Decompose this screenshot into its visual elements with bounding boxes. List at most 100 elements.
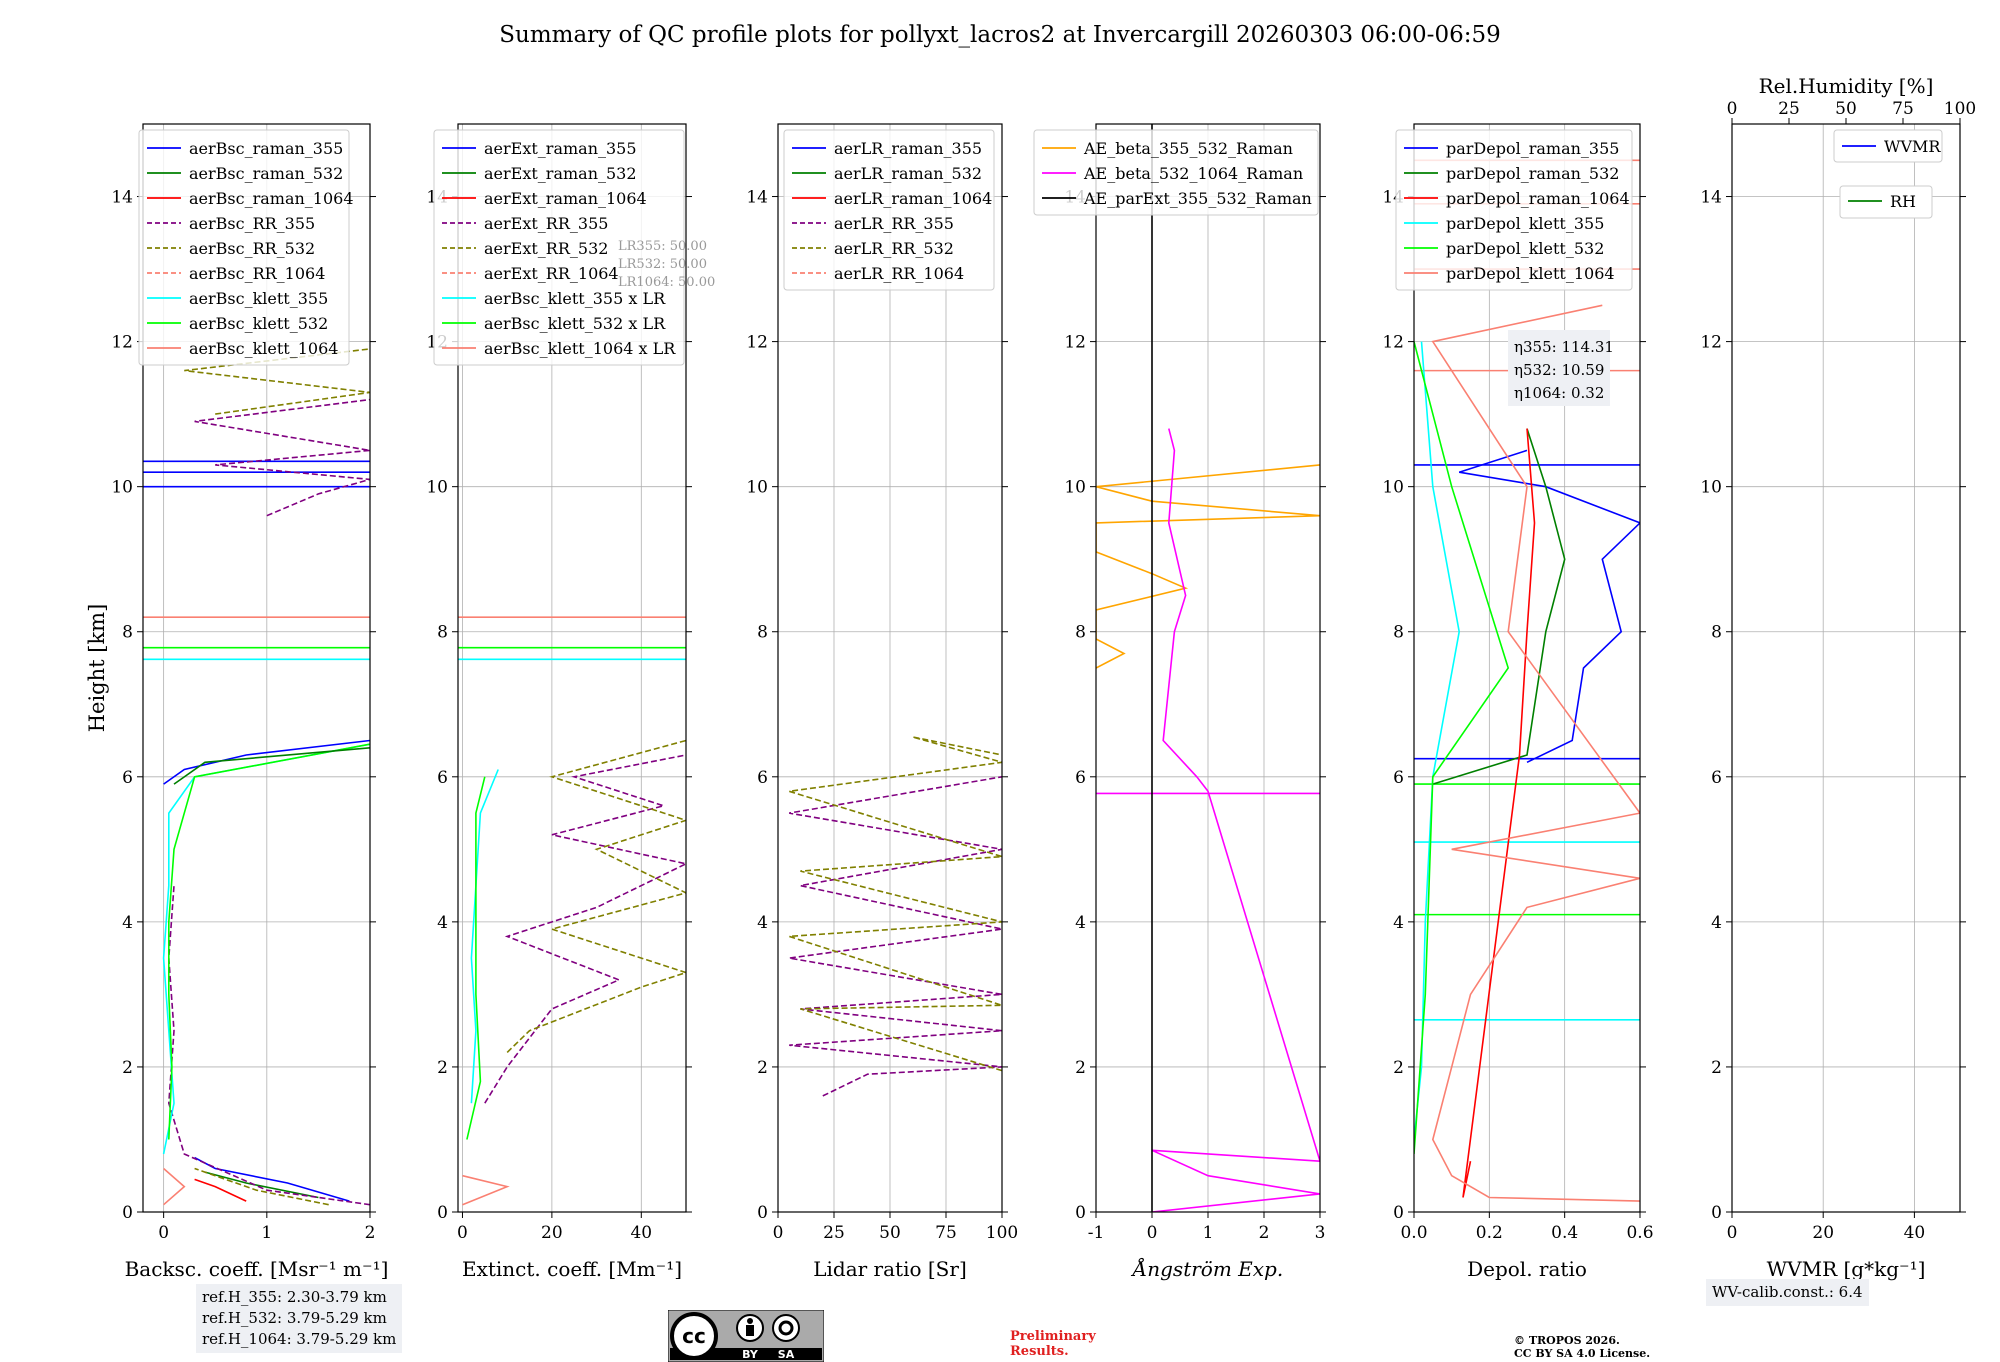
- series-aerBsc_klett_1064 x LR: [462, 1174, 510, 1206]
- y-tick-label: 6: [757, 768, 768, 788]
- y-tick-label: 10: [746, 478, 768, 498]
- x-tick-label: 50: [879, 1223, 901, 1243]
- plot-area-depol: [1414, 159, 1640, 1202]
- reference-height-box: ref.H_355: 2.30-3.79 km ref.H_532: 3.79-…: [196, 1284, 403, 1353]
- x-tick-label: 0: [158, 1223, 169, 1243]
- legend-entry: parDepol_klett_1064: [1446, 264, 1615, 283]
- y-tick-label: 10: [426, 478, 448, 498]
- legend-entry: aerBsc_klett_1064: [189, 339, 338, 358]
- legend-entry: aerLR_RR_355: [834, 214, 954, 233]
- axes-frame: [1413, 123, 1641, 1213]
- y-tick-label: 10: [111, 478, 133, 498]
- x-tick-label: 0: [457, 1223, 468, 1243]
- y-tick-label: 4: [437, 913, 448, 933]
- y-tick-label: 2: [1711, 1058, 1722, 1078]
- y-tick-label: 0: [1711, 1203, 1722, 1223]
- series-parDepol_raman_1064: [1462, 428, 1536, 1198]
- y-tick-label: 10: [1700, 478, 1722, 498]
- y-tick-label: 2: [122, 1058, 133, 1078]
- y-tick-label: 2: [757, 1058, 768, 1078]
- y-tick-label: 14: [746, 188, 768, 208]
- series-AE_beta_355_532_Raman: [1096, 464, 1320, 669]
- lr-label: LR532: 50.00: [618, 257, 707, 272]
- legend-entry: aerBsc_klett_532 x LR: [484, 314, 666, 333]
- top-tick-label: 0: [1727, 99, 1738, 119]
- x-tick-label: -1: [1088, 1223, 1105, 1243]
- y-tick-label: 6: [1075, 768, 1086, 788]
- top-tick-label: 50: [1835, 99, 1857, 119]
- legend-entry: aerExt_raman_355: [484, 139, 637, 158]
- y-tick-label: 2: [437, 1058, 448, 1078]
- y-tick-label: 4: [1393, 913, 1404, 933]
- x-axis-label: Ångström Exp.: [1131, 1256, 1283, 1281]
- legend-box: [783, 129, 995, 291]
- wv-calib-box: WV-calib.const.: 6.4: [1706, 1279, 1869, 1306]
- legend-entry: aerLR_RR_1064: [834, 264, 964, 283]
- y-tick-label: 6: [1711, 768, 1722, 788]
- svg-text:cc: cc: [682, 1324, 706, 1348]
- y-tick-label: 14: [111, 188, 133, 208]
- y-tick-label: 0: [437, 1203, 448, 1223]
- y-axis-label: Height [km]: [85, 604, 109, 733]
- plot-area-ae: [1096, 124, 1320, 1212]
- series-aerBsc_klett_355 x LR: [470, 769, 499, 1104]
- y-tick-label: 0: [1075, 1203, 1086, 1223]
- y-tick-label: 0: [1393, 1203, 1404, 1223]
- legend-box-wvmr: [1833, 129, 1943, 163]
- x-tick-label: 25: [823, 1223, 845, 1243]
- x-axis-label: Extinct. coeff. [Mm⁻¹]: [462, 1257, 682, 1281]
- legend-entry: aerLR_raman_355: [834, 139, 982, 158]
- preliminary-note: Preliminary Results.: [1010, 1329, 1096, 1359]
- series-aerBsc_klett_1064: [163, 1167, 186, 1206]
- legend-entry: aerBsc_klett_355 x LR: [484, 289, 666, 308]
- preliminary-line-2: Results.: [1010, 1344, 1069, 1359]
- y-tick-label: 6: [437, 768, 448, 788]
- x-tick-label: 0: [1727, 1223, 1738, 1243]
- y-tick-label: 8: [1075, 623, 1086, 643]
- x-tick-label: 1: [261, 1223, 272, 1243]
- cc-icon: [670, 1312, 718, 1360]
- refh-532: ref.H_532: 3.79-5.29 km: [202, 1309, 387, 1327]
- series-parDepol_klett_532: [1414, 341, 1510, 1155]
- series-aerBsc_raman_532: [204, 1171, 319, 1199]
- y-tick-label: 2: [1075, 1058, 1086, 1078]
- series-AE_beta_532_1064_Raman: [1151, 428, 1320, 1212]
- y-tick-label: 12: [746, 333, 768, 353]
- series-aerBsc_RR_355: [167, 885, 370, 1206]
- x-tick-label: 2: [1259, 1223, 1270, 1243]
- refh-1064: ref.H_1064: 3.79-5.29 km: [202, 1330, 397, 1348]
- y-tick-label: 8: [437, 623, 448, 643]
- x-tick-label: 75: [935, 1223, 957, 1243]
- legend-entry: aerExt_RR_1064: [484, 264, 619, 283]
- preliminary-line-1: Preliminary: [1010, 1329, 1096, 1344]
- legend-entry: aerBsc_klett_1064 x LR: [484, 339, 676, 358]
- y-tick-label: 4: [122, 913, 133, 933]
- top-tick-label: 75: [1892, 99, 1914, 119]
- legend-entry: aerBsc_klett_355: [189, 289, 328, 308]
- legend-entry: parDepol_raman_355: [1446, 139, 1619, 158]
- legend-entry: aerBsc_RR_355: [189, 214, 315, 233]
- y-tick-label: 4: [1075, 913, 1086, 933]
- y-tick-label: 12: [111, 333, 133, 353]
- axes-frame: [457, 123, 687, 1213]
- y-tick-label: 12: [1382, 333, 1404, 353]
- legend-entry: parDepol_raman_1064: [1446, 189, 1630, 208]
- series-aerBsc_raman_532_cloud: [173, 747, 370, 785]
- panel-lr: 0 2 4 6 8 10 12 14 0 25 50 75 100 Lidar ratio [Sr] aer…: [746, 123, 1018, 1281]
- legend-box: [1395, 129, 1633, 291]
- eta-box: [1508, 330, 1610, 406]
- series-aerBsc_klett_532: [168, 743, 370, 1140]
- x-tick-label: 40: [1904, 1223, 1926, 1243]
- panel-ext: 0246810121402040Extinct. coeff. [Mm⁻¹]ae…: [426, 123, 715, 1281]
- legend-entry: aerLR_RR_532: [834, 239, 954, 258]
- plot-area-ext: [458, 616, 686, 1206]
- series-aerBsc_raman_1064: [194, 1178, 247, 1202]
- sa-share-icon: [772, 1314, 800, 1342]
- y-tick-label: 4: [757, 913, 768, 933]
- y-tick-label: 8: [1711, 623, 1722, 643]
- legend-entry: AE_parExt_355_532_Raman: [1083, 189, 1312, 208]
- legend-box-rh: [1839, 185, 1933, 219]
